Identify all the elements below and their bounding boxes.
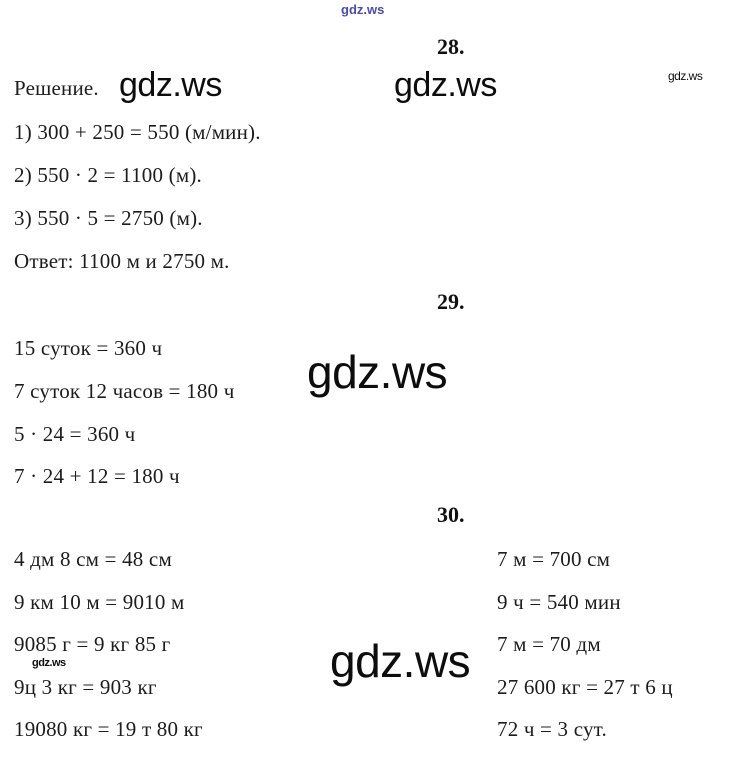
problem-number-30: 30. [437,502,465,527]
problem-number-29: 29. [437,289,465,314]
watermark-section30-small: gdz.ws [32,657,66,669]
problem-30-left-line-1: 4 дм 8 см = 48 см [14,547,172,571]
problem-28-line-2: 2) 550 · 2 = 1100 (м). [14,163,202,187]
watermark-header-right: gdz.ws [668,69,703,83]
watermark-header-mid: gdz.ws [394,66,497,104]
problem-30-right-line-2: 9 ч = 540 мин [497,590,621,614]
problem-30-right-line-1: 7 м = 700 см [497,547,611,571]
watermark-section30-big: gdz.ws [330,635,471,687]
problem-30-right-line-3: 7 м = 70 дм [497,632,601,656]
problem-30-left-line-2: 9 км 10 м = 9010 м [14,590,185,614]
problem-30-right-line-5: 72 ч = 3 сут. [497,717,607,741]
watermark-section29-big: gdz.ws [307,346,448,398]
problem-29-line-2: 7 суток 12 часов = 180 ч [14,379,235,403]
problem-30-left-line-3: 9085 г = 9 кг 85 г [14,632,171,656]
problem-29-line-4: 7 · 24 + 12 = 180 ч [14,464,180,488]
problem-28-line-3: 3) 550 · 5 = 2750 (м). [14,206,203,230]
problem-29-line-3: 5 · 24 = 360 ч [14,422,136,446]
watermark-inline-solution: gdz.ws [119,66,222,104]
problem-28-answer: Ответ: 1100 м и 2750 м. [14,249,230,273]
watermark-top: gdz.ws [341,2,385,17]
problem-28-line-1: 1) 300 + 250 = 550 (м/мин). [14,120,261,144]
problem-30-right-line-4: 27 600 кг = 27 т 6 ц [497,675,673,699]
problem-number-28: 28. [437,34,465,59]
problem-29-line-1: 15 суток = 360 ч [14,336,163,360]
problem-30-left-line-5: 19080 кг = 19 т 80 кг [14,717,203,741]
problem-30-left-line-4: 9ц 3 кг = 903 кг [14,675,157,699]
solution-label-28: Решение. [14,76,99,100]
